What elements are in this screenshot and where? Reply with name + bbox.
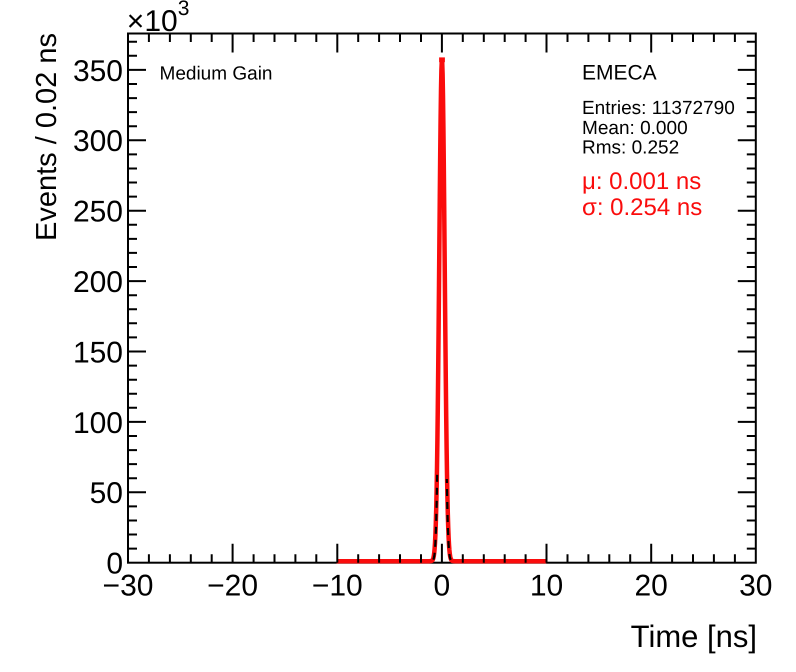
svg-text:300: 300 bbox=[73, 125, 123, 158]
svg-text:Entries: 11372790: Entries: 11372790 bbox=[582, 98, 735, 119]
svg-text:0: 0 bbox=[434, 570, 451, 603]
svg-text:Medium Gain: Medium Gain bbox=[160, 64, 273, 85]
svg-text:250: 250 bbox=[73, 196, 123, 229]
svg-text:20: 20 bbox=[635, 570, 668, 603]
svg-text:Events / 0.02 ns: Events / 0.02 ns bbox=[31, 33, 63, 241]
svg-text:100: 100 bbox=[73, 407, 123, 440]
svg-text:μ: 0.001 ns: μ: 0.001 ns bbox=[582, 168, 701, 195]
svg-text:Rms: 0.252: Rms: 0.252 bbox=[582, 137, 679, 158]
svg-text:30: 30 bbox=[739, 570, 772, 603]
svg-text:150: 150 bbox=[73, 336, 123, 369]
svg-text:−20: −20 bbox=[207, 570, 258, 603]
svg-text:10: 10 bbox=[530, 570, 563, 603]
svg-text:−30: −30 bbox=[103, 570, 154, 603]
svg-text:350: 350 bbox=[73, 55, 123, 88]
svg-text:σ: 0.254 ns: σ: 0.254 ns bbox=[582, 194, 702, 221]
svg-text:Mean: 0.000: Mean: 0.000 bbox=[582, 118, 688, 139]
svg-text:EMECA: EMECA bbox=[582, 62, 657, 85]
svg-text:0: 0 bbox=[106, 548, 123, 581]
svg-text:200: 200 bbox=[73, 266, 123, 299]
svg-text:−10: −10 bbox=[312, 570, 363, 603]
svg-text:50: 50 bbox=[90, 477, 123, 510]
svg-text:Time [ns]: Time [ns] bbox=[631, 619, 757, 654]
